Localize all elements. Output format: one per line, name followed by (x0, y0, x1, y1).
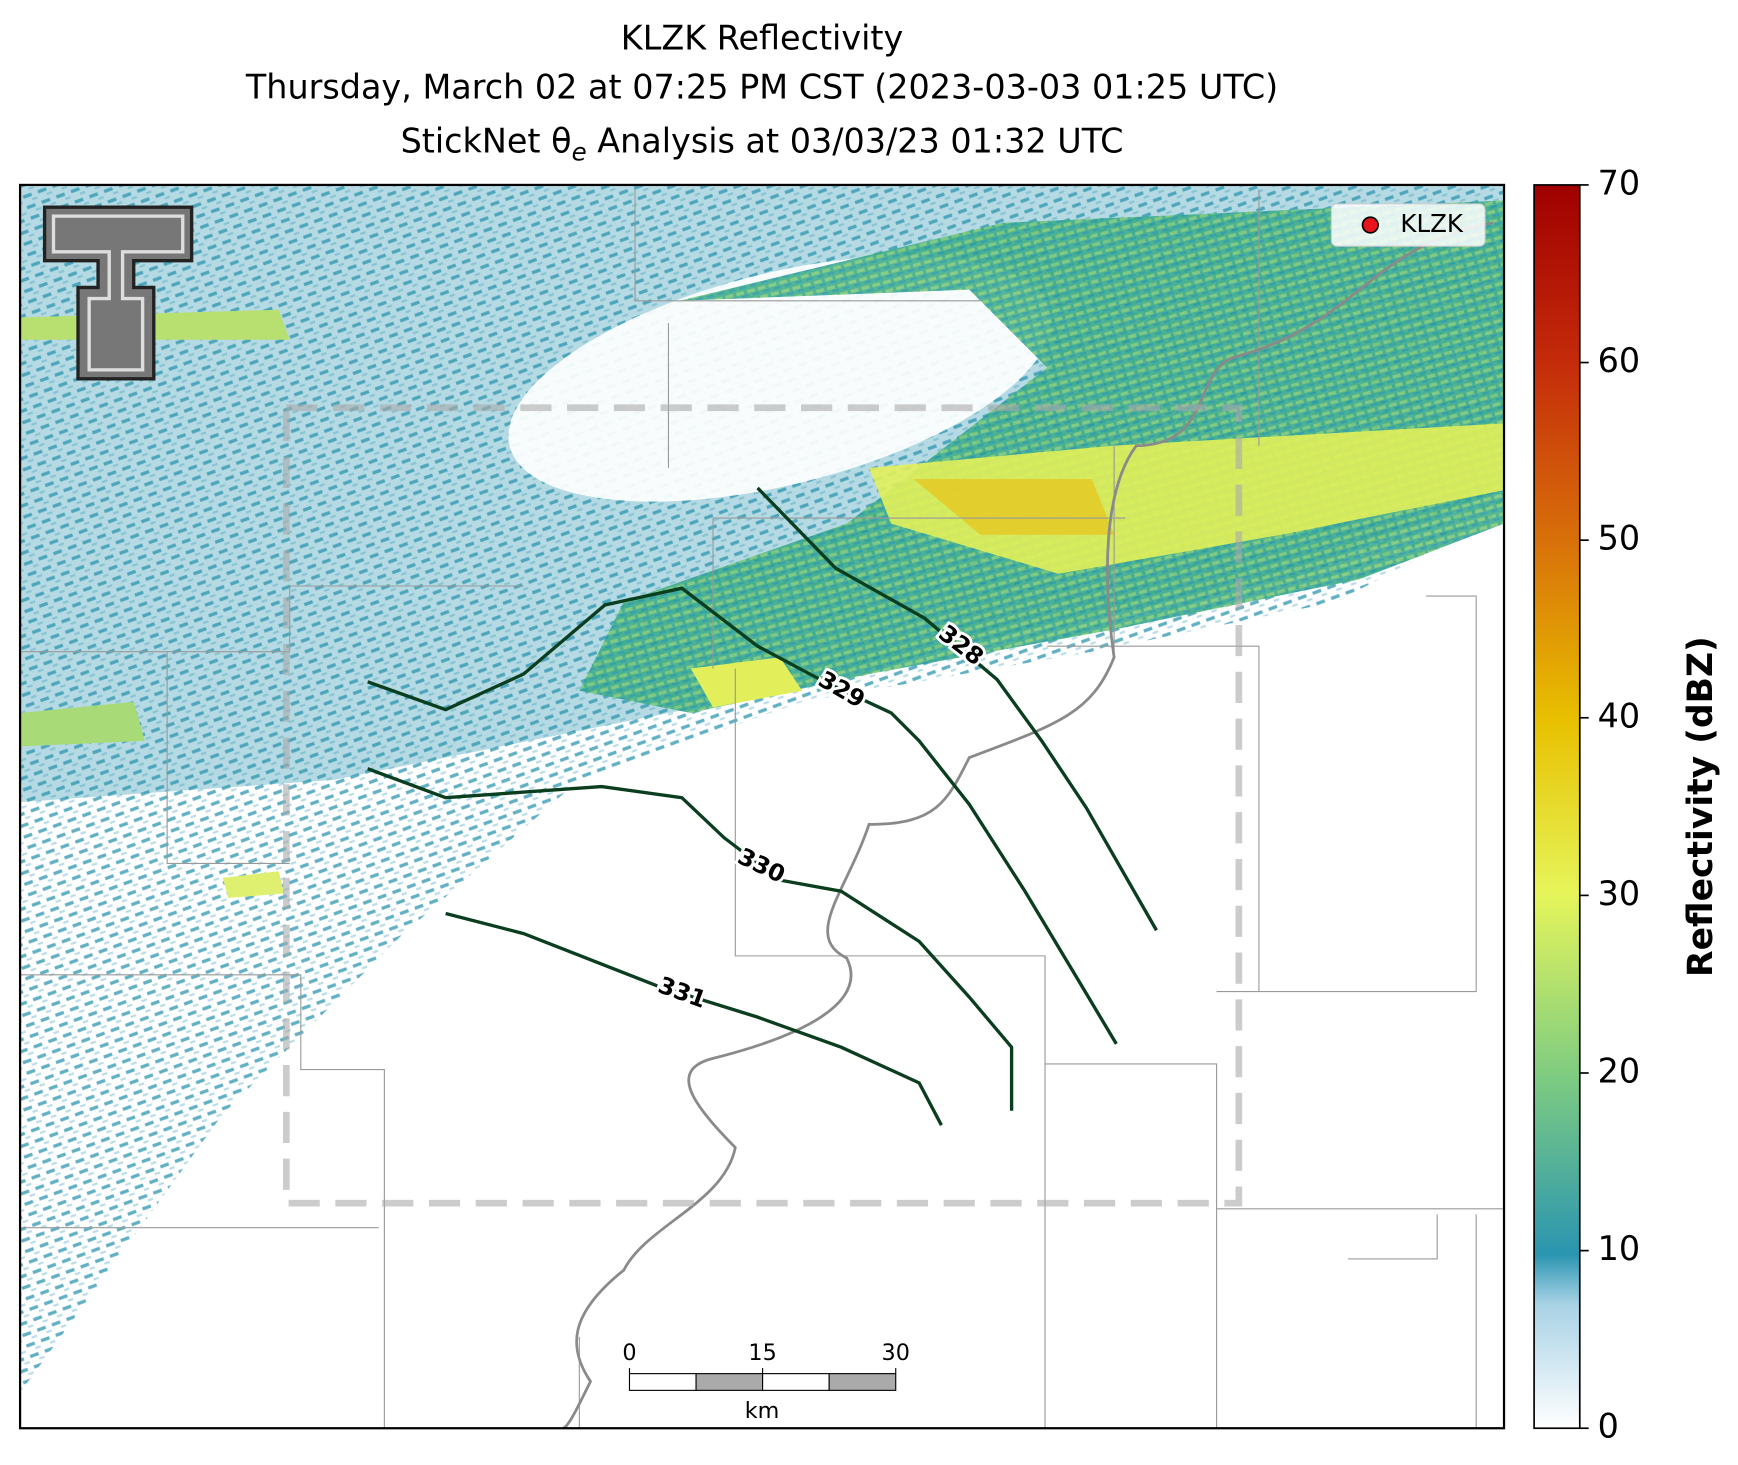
colorbar-tick-label: 70 (1598, 163, 1641, 202)
scale-segment (762, 1373, 830, 1391)
title-line-3: StickNet θe Analysis at 03/03/23 01:32 U… (401, 121, 1124, 167)
scale-unit: km (745, 1398, 780, 1424)
radar-layer (20, 184, 1505, 1429)
title-subscript: e (572, 138, 587, 167)
colorbar-tick-label: 30 (1598, 874, 1641, 913)
colorbar-tick-label: 10 (1598, 1229, 1641, 1268)
colorbar-tick-label: 60 (1598, 341, 1641, 380)
scale-tick-label: 15 (748, 1340, 776, 1366)
contour-line (445, 911, 943, 1126)
colorbar-tick-label: 40 (1598, 696, 1641, 735)
contour-line (756, 486, 1158, 932)
legend-label: KLZK (1400, 209, 1463, 238)
moderate-echo (20, 701, 145, 747)
scale-segment (695, 1373, 764, 1391)
colorbar-tick-label: 0 (1598, 1407, 1619, 1446)
analysis-domain (282, 404, 1243, 1207)
contour-line (367, 767, 1014, 1111)
scale-bar: km 0 15 30 (622, 1340, 910, 1424)
legend-box (1330, 203, 1486, 247)
scale-tick-label: 30 (882, 1340, 910, 1366)
river (562, 221, 1494, 1429)
title-prefix: StickNet θ (401, 121, 572, 160)
title-line-2: Thursday, March 02 at 07:25 PM CST (2023… (245, 68, 1278, 107)
map-frame (18, 183, 1506, 1430)
title-suffix: Analysis at 03/03/23 01:32 UTC (587, 121, 1124, 160)
colorbar-label: Reflectivity (dBZ) (1681, 636, 1721, 977)
scale-tick-label: 0 (622, 1340, 636, 1366)
colorbar-tick-label: 50 (1598, 519, 1641, 558)
legend-marker (1361, 216, 1379, 234)
strong-echo (869, 423, 1505, 574)
echo-gap (508, 255, 1052, 502)
title-line-1: KLZK Reflectivity (621, 19, 903, 58)
colorbar-ticks: 0 10 20 30 40 50 60 70 (1579, 163, 1641, 1446)
colorbar (1533, 184, 1581, 1430)
contour-line (367, 586, 1118, 1045)
strong-echo (690, 657, 803, 708)
moderate-echo (222, 871, 285, 898)
colorbar-tick-label: 20 (1598, 1052, 1641, 1091)
scale-segment (828, 1373, 897, 1391)
scale-segment (628, 1373, 697, 1391)
university-logo (42, 205, 194, 381)
